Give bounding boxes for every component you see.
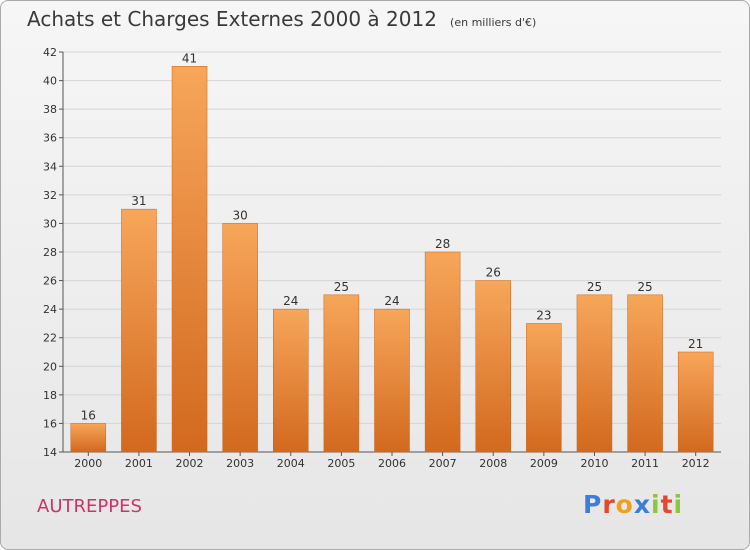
- bar-2009: [526, 323, 562, 453]
- x-tick-label: 2006: [378, 457, 406, 470]
- logo-letter: o: [615, 490, 634, 519]
- chart-unit: (en milliers d'€): [450, 16, 537, 29]
- x-tick-label: 2005: [327, 457, 355, 470]
- y-tick-label: 26: [43, 275, 57, 288]
- logo-letter: x: [633, 490, 651, 519]
- x-tick-label: 2009: [530, 457, 558, 470]
- logo-letter: P: [583, 490, 603, 519]
- x-tick-label: 2012: [682, 457, 710, 470]
- proxiti-logo[interactable]: Proxiti: [583, 490, 683, 519]
- bars: [70, 66, 714, 453]
- y-tick-label: 42: [43, 46, 57, 59]
- value-label: 25: [587, 280, 602, 294]
- logo-letter: t: [660, 490, 674, 519]
- y-tick-label: 22: [43, 332, 57, 345]
- y-tick-label: 16: [43, 417, 57, 430]
- x-tick-label: 2011: [631, 457, 659, 470]
- bar-2006: [374, 308, 410, 453]
- bar-2007: [424, 251, 461, 453]
- value-label: 31: [131, 194, 146, 208]
- bar-2000: [70, 423, 107, 453]
- x-tick-label: 2004: [277, 457, 305, 470]
- x-tick-label: 2008: [479, 457, 507, 470]
- value-label: 28: [435, 237, 450, 251]
- y-tick-label: 14: [43, 446, 57, 459]
- logo-letter: r: [602, 490, 616, 519]
- y-tick-label: 20: [43, 360, 57, 373]
- y-tick-label: 28: [43, 246, 57, 259]
- bar-2011: [627, 294, 663, 453]
- commune-name: AUTREPPES: [37, 496, 142, 517]
- x-tick-label: 2002: [176, 457, 204, 470]
- bar-2002: [171, 66, 208, 453]
- y-tick-label: 30: [43, 217, 57, 230]
- logo-letter: i: [651, 490, 661, 519]
- bar-2008: [475, 280, 511, 453]
- bar-2003: [222, 223, 258, 453]
- value-label: 23: [536, 308, 551, 322]
- value-label: 24: [283, 294, 298, 308]
- x-tick-label: 2007: [429, 457, 457, 470]
- y-tick-label: 32: [43, 189, 57, 202]
- x-tick-label: 2000: [74, 457, 102, 470]
- value-label: 21: [688, 337, 703, 351]
- value-label: 24: [384, 294, 399, 308]
- value-label: 30: [233, 208, 248, 222]
- title-line: Achats et Charges Externes 2000 à 2012 (…: [27, 7, 536, 31]
- y-tick-label: 18: [43, 389, 57, 402]
- bar-2012: [677, 351, 714, 453]
- x-tick-label: 2003: [226, 457, 254, 470]
- value-label: 41: [182, 51, 197, 65]
- x-tick-label: 2001: [125, 457, 153, 470]
- y-tick-label: 36: [43, 132, 57, 145]
- labels: 14 16 18 20 22 24 26 28 30 32 34 36 38 40 42 16 2000 31 20…: [43, 46, 710, 470]
- bar-2010: [576, 294, 613, 453]
- value-label: 16: [81, 408, 96, 422]
- bar-2001: [121, 208, 157, 453]
- y-tick-label: 40: [43, 75, 57, 88]
- bar-2005: [323, 294, 360, 453]
- y-tick-label: 24: [43, 303, 57, 316]
- value-label: 26: [486, 266, 501, 280]
- bar-2004: [273, 308, 309, 453]
- value-label: 25: [334, 280, 349, 294]
- value-label: 25: [637, 280, 652, 294]
- logo-letter: i: [673, 490, 684, 519]
- y-tick-label: 38: [43, 103, 57, 116]
- x-tick-label: 2010: [580, 457, 608, 470]
- y-tick-label: 34: [43, 160, 57, 173]
- chart-title: Achats et Charges Externes 2000 à 2012: [27, 7, 437, 31]
